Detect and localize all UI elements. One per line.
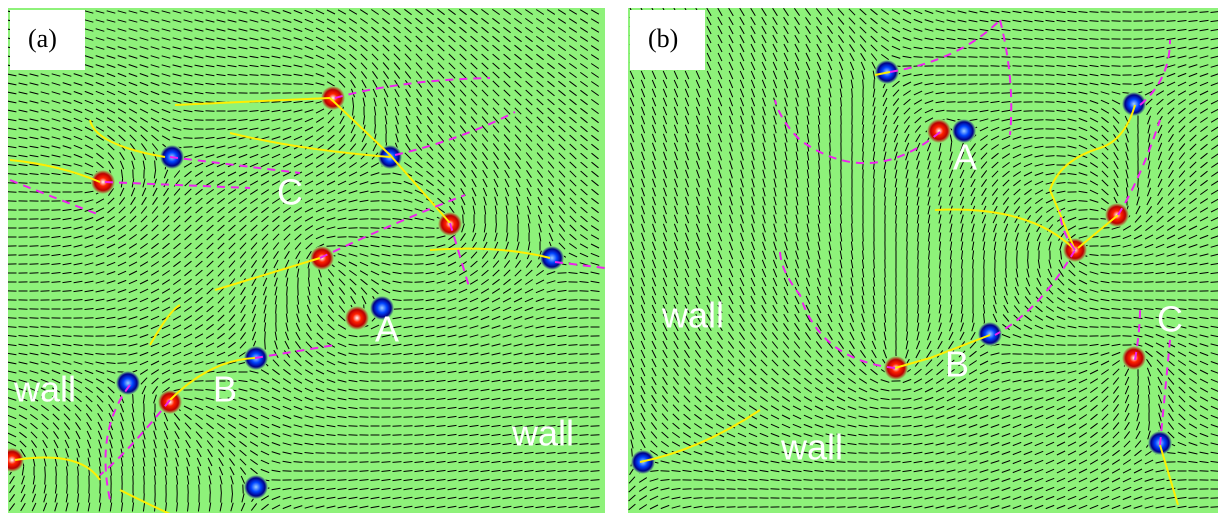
negative-defect [244,475,268,499]
figure: (a) C A Bwall wall (b) A B Cwall wall [0,0,1224,514]
annotation: B [213,369,237,410]
annotation: wall [780,427,843,468]
annotation: A [953,137,977,178]
annotation: C [1157,299,1183,340]
annotation: C [277,172,303,213]
positive-defect [1122,346,1146,370]
positive-defect [927,119,951,143]
positive-defect [345,306,369,330]
annotation: wall [13,369,76,410]
annotation: wall [661,295,724,336]
annotation: B [945,344,969,385]
annotation: A [375,309,399,350]
negative-defect [540,246,564,270]
panel-label: (a) [28,24,57,53]
positive-defect [158,390,182,414]
page: {"panels": [ {"label": "(a)", "annotatio… [0,0,1224,514]
negative-defect [116,371,140,395]
annotation: wall [511,413,574,454]
panel-label: (b) [648,24,678,53]
